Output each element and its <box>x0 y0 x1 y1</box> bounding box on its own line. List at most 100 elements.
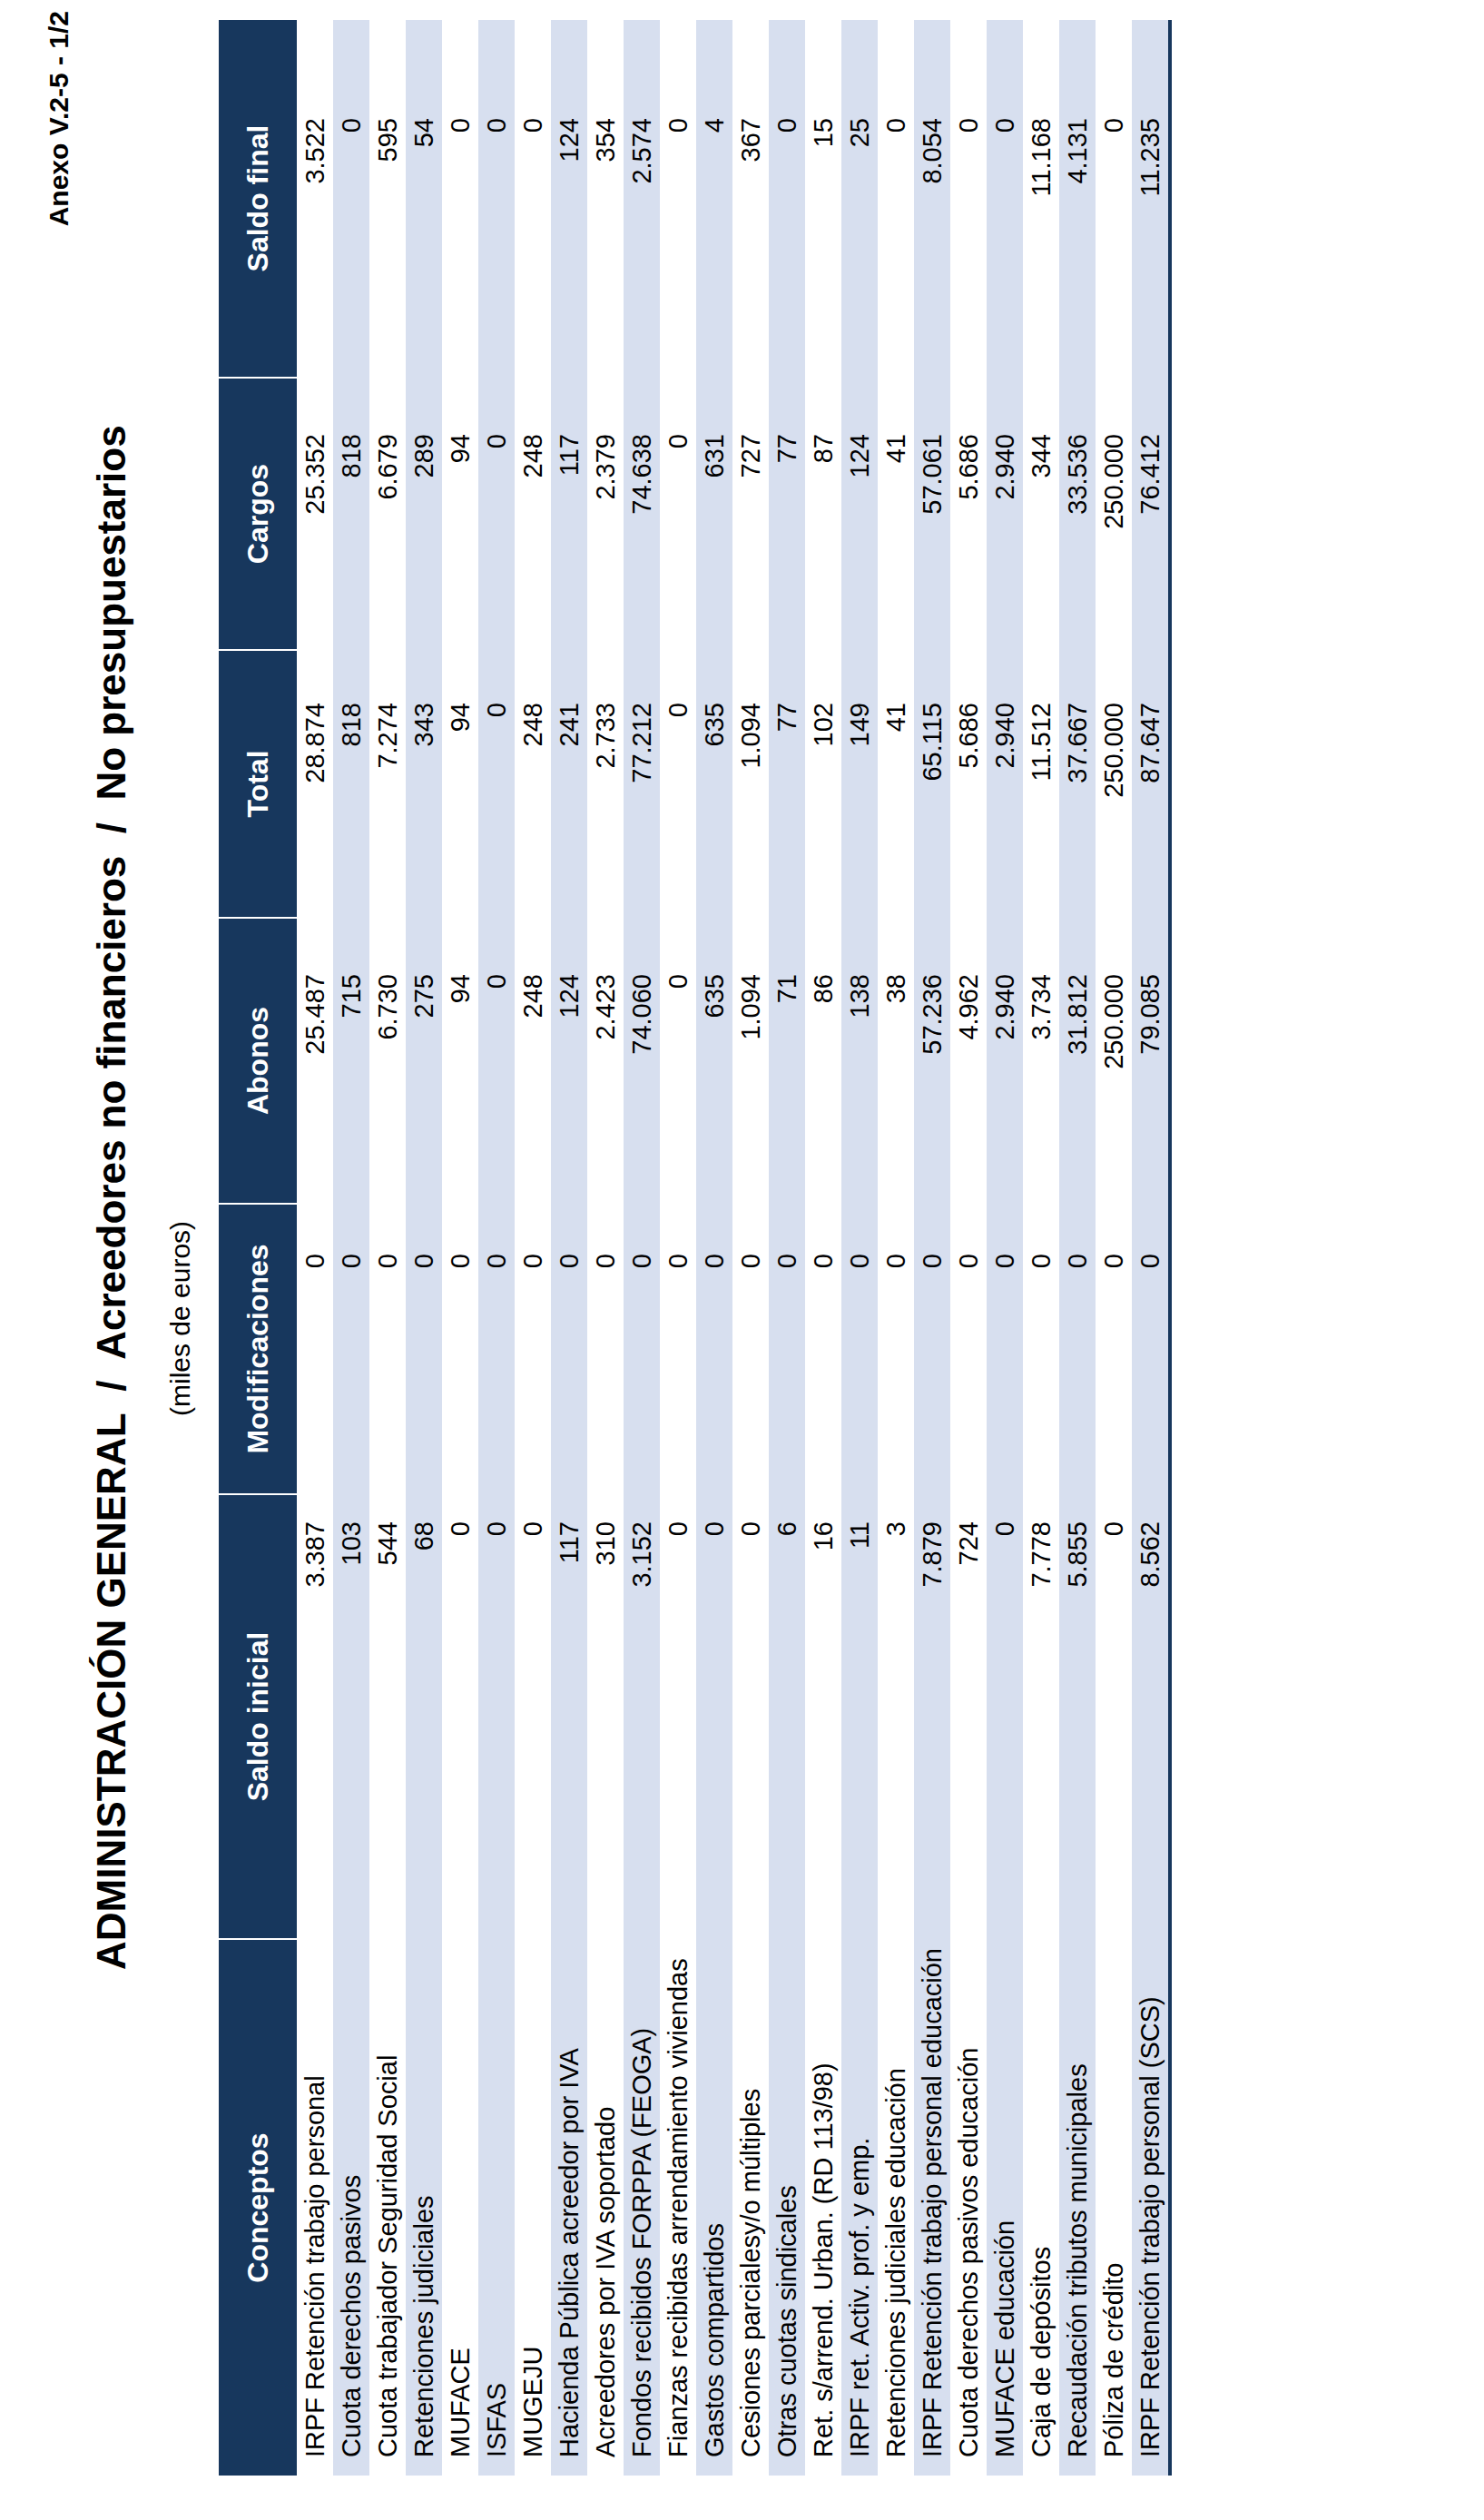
table-row: Cuota derechos pasivos educación72404.96… <box>950 20 987 2476</box>
cell-saldo-final: 15 <box>805 20 841 378</box>
table-row: IRPF ret. Activ. prof. y emp.11013814912… <box>841 20 878 2476</box>
cell-concepto: Cuota trabajador Seguridad Social <box>369 1939 406 2476</box>
table-row: IRPF Retención trabajo personal (SCS)8.5… <box>1132 20 1170 2476</box>
cell-concepto: Retenciones judiciales educación <box>878 1939 914 2476</box>
cell-abonos: 2.423 <box>587 918 624 1204</box>
table-row: Cesiones parcialesy/o múltiples001.0941.… <box>732 20 769 2476</box>
cell-saldo-final: 124 <box>551 20 587 378</box>
cell-saldo-final: 2.574 <box>624 20 660 378</box>
cell-saldo-inicial: 0 <box>478 1494 515 1939</box>
cell-saldo-inicial: 6 <box>769 1494 805 1939</box>
cell-cargos: 2.940 <box>987 378 1023 650</box>
cell-modificaciones: 0 <box>841 1204 878 1494</box>
table-row: Ret. s/arrend. Urban. (RD 113/98)1608610… <box>805 20 841 2476</box>
cell-total: 0 <box>660 650 696 918</box>
cell-saldo-inicial: 16 <box>805 1494 841 1939</box>
cell-abonos: 138 <box>841 918 878 1204</box>
col-header-modificaciones: Modificaciones <box>219 1204 297 1494</box>
cell-total: 65.115 <box>914 650 950 918</box>
cell-abonos: 57.236 <box>914 918 950 1204</box>
cell-saldo-final: 54 <box>406 20 442 378</box>
cell-total: 248 <box>515 650 551 918</box>
cell-saldo-final: 0 <box>950 20 987 378</box>
cell-saldo-final: 354 <box>587 20 624 378</box>
cell-saldo-final: 0 <box>478 20 515 378</box>
document-page: Anexo V.2-5 - 1/2 ADMINISTRACIÓN GENERAL… <box>0 0 1484 2520</box>
cell-modificaciones: 0 <box>878 1204 914 1494</box>
cell-concepto: Fondos recibidos FORPPA (FEOGA) <box>624 1939 660 2476</box>
table-row: Otras cuotas sindicales607177770 <box>769 20 805 2476</box>
cell-cargos: 2.379 <box>587 378 624 650</box>
cell-cargos: 248 <box>515 378 551 650</box>
cell-saldo-inicial: 544 <box>369 1494 406 1939</box>
cell-saldo-inicial: 8.562 <box>1132 1494 1170 1939</box>
table-row: Fianzas recibidas arrendamiento vivienda… <box>660 20 696 2476</box>
cell-total: 343 <box>406 650 442 918</box>
cell-cargos: 74.638 <box>624 378 660 650</box>
cell-abonos: 635 <box>696 918 732 1204</box>
cell-abonos: 38 <box>878 918 914 1204</box>
cell-saldo-final: 0 <box>333 20 369 378</box>
cell-cargos: 57.061 <box>914 378 950 650</box>
cell-abonos: 250.000 <box>1096 918 1132 1204</box>
cell-modificaciones: 0 <box>551 1204 587 1494</box>
cell-cargos: 76.412 <box>1132 378 1170 650</box>
cell-modificaciones: 0 <box>696 1204 732 1494</box>
cell-cargos: 0 <box>478 378 515 650</box>
cell-saldo-final: 0 <box>442 20 478 378</box>
cell-cargos: 0 <box>660 378 696 650</box>
table-row: Caja de depósitos7.77803.73411.51234411.… <box>1023 20 1059 2476</box>
cell-total: 1.094 <box>732 650 769 918</box>
cell-modificaciones: 0 <box>660 1204 696 1494</box>
cell-abonos: 86 <box>805 918 841 1204</box>
cell-modificaciones: 0 <box>805 1204 841 1494</box>
cell-saldo-final: 0 <box>1096 20 1132 378</box>
data-table: Conceptos Saldo inicial Modificaciones A… <box>219 20 1172 2476</box>
cell-saldo-inicial: 0 <box>696 1494 732 1939</box>
cell-cargos: 77 <box>769 378 805 650</box>
cell-saldo-inicial: 3.387 <box>297 1494 333 1939</box>
cell-modificaciones: 0 <box>297 1204 333 1494</box>
cell-saldo-final: 8.054 <box>914 20 950 378</box>
cell-saldo-inicial: 3.152 <box>624 1494 660 1939</box>
cell-saldo-inicial: 0 <box>442 1494 478 1939</box>
cell-abonos: 2.940 <box>987 918 1023 1204</box>
cell-cargos: 344 <box>1023 378 1059 650</box>
cell-abonos: 71 <box>769 918 805 1204</box>
cell-abonos: 94 <box>442 918 478 1204</box>
col-header-cargos: Cargos <box>219 378 297 650</box>
cell-saldo-final: 25 <box>841 20 878 378</box>
col-header-saldo-final: Saldo final <box>219 20 297 378</box>
cell-concepto: Recaudación tributos municipales <box>1059 1939 1096 2476</box>
cell-total: 241 <box>551 650 587 918</box>
cell-abonos: 6.730 <box>369 918 406 1204</box>
cell-total: 149 <box>841 650 878 918</box>
col-header-conceptos: Conceptos <box>219 1939 297 2476</box>
cell-saldo-inicial: 11 <box>841 1494 878 1939</box>
cell-concepto: IRPF ret. Activ. prof. y emp. <box>841 1939 878 2476</box>
cell-saldo-final: 0 <box>660 20 696 378</box>
rotated-content: Anexo V.2-5 - 1/2 ADMINISTRACIÓN GENERAL… <box>0 0 1484 2520</box>
table-row: ISFAS000000 <box>478 20 515 2476</box>
cell-saldo-inicial: 7.879 <box>914 1494 950 1939</box>
table-row: Gastos compartidos006356356314 <box>696 20 732 2476</box>
cell-saldo-inicial: 724 <box>950 1494 987 1939</box>
cell-abonos: 124 <box>551 918 587 1204</box>
table-row: IRPF Retención trabajo personal educació… <box>914 20 950 2476</box>
table-body: IRPF Retención trabajo personal3.387025.… <box>297 20 1170 2476</box>
cell-concepto: MUGEJU <box>515 1939 551 2476</box>
cell-total: 11.512 <box>1023 650 1059 918</box>
cell-cargos: 289 <box>406 378 442 650</box>
cell-modificaciones: 0 <box>1132 1204 1170 1494</box>
table-row: Cuota derechos pasivos10307158188180 <box>333 20 369 2476</box>
cell-cargos: 6.679 <box>369 378 406 650</box>
cell-total: 87.647 <box>1132 650 1170 918</box>
table-row: Recaudación tributos municipales5.855031… <box>1059 20 1096 2476</box>
cell-modificaciones: 0 <box>515 1204 551 1494</box>
cell-saldo-final: 11.168 <box>1023 20 1059 378</box>
cell-abonos: 715 <box>333 918 369 1204</box>
cell-cargos: 250.000 <box>1096 378 1132 650</box>
cell-abonos: 25.487 <box>297 918 333 1204</box>
cell-abonos: 275 <box>406 918 442 1204</box>
cell-concepto: Ret. s/arrend. Urban. (RD 113/98) <box>805 1939 841 2476</box>
